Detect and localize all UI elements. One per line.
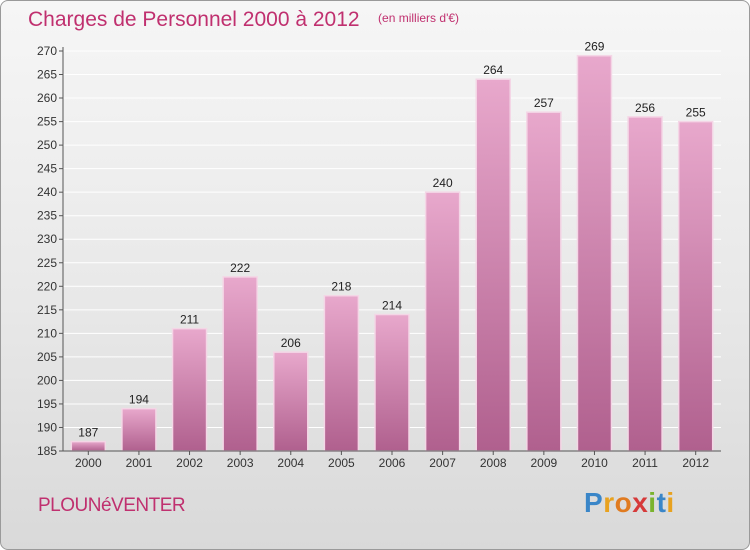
y-tick-label: 270: [37, 44, 57, 58]
bar-value-label: 222: [230, 261, 250, 275]
y-tick-label: 260: [37, 91, 57, 105]
logo-letter: t: [656, 487, 667, 518]
bar: [222, 276, 258, 452]
x-tick-label: 2009: [530, 456, 557, 470]
x-tick-label: 2008: [480, 456, 507, 470]
logo-letter: o: [614, 487, 633, 518]
y-tick-label: 225: [37, 256, 57, 270]
y-tick-label: 185: [37, 444, 57, 458]
bar-value-label: 264: [483, 63, 503, 77]
bar: [627, 116, 663, 452]
bar-value-label: 218: [331, 280, 351, 294]
bar-value-label: 240: [433, 176, 453, 190]
bar: [323, 294, 360, 452]
bar-value-label: 211: [180, 313, 199, 327]
bar: [374, 313, 410, 452]
x-tick-label: 2006: [379, 456, 406, 470]
x-tick-label: 2003: [227, 456, 254, 470]
bar: [70, 440, 107, 452]
y-tick-label: 190: [37, 420, 57, 434]
bars: [70, 54, 714, 452]
bar: [171, 327, 208, 452]
logo-letter: x: [632, 487, 649, 518]
proxiti-logo: Proxiti: [584, 487, 675, 519]
commune-name: PLOUNéVENTER: [38, 495, 186, 516]
bar-value-label: 255: [686, 106, 706, 120]
bar: [273, 351, 309, 452]
y-tick-label: 200: [37, 373, 57, 387]
bar-value-label: 256: [635, 101, 655, 115]
bar-value-label: 214: [382, 299, 402, 313]
bar: [526, 111, 562, 452]
x-tick-label: 2004: [277, 456, 304, 470]
bar: [677, 120, 714, 452]
labels: 185 190 195 200 205 210 215 220 225 230 235 240 245 2…: [37, 40, 709, 470]
y-tick-label: 195: [37, 397, 57, 411]
chart-subtitle: (en milliers d'€): [378, 11, 460, 25]
y-tick-label: 215: [37, 303, 57, 317]
x-tick-label: 2010: [581, 456, 608, 470]
chart-title: Charges de Personnel 2000 à 2012: [28, 8, 360, 31]
x-tick-label: 2002: [176, 456, 203, 470]
y-tick-label: 220: [37, 279, 57, 293]
bar-value-label: 257: [534, 96, 554, 110]
x-tick-label: 2007: [429, 456, 456, 470]
bar: [121, 407, 157, 452]
y-tick-label: 240: [37, 185, 57, 199]
x-tick-label: 2000: [75, 456, 102, 470]
logo-letter: i: [648, 487, 657, 518]
y-tick-label: 245: [37, 162, 57, 176]
y-tick-label: 210: [37, 326, 57, 340]
y-tick-label: 265: [37, 68, 57, 82]
bar: [475, 78, 511, 452]
x-tick-label: 2005: [328, 456, 355, 470]
x-tick-label: 2001: [126, 456, 153, 470]
axes: [59, 47, 721, 455]
bar-value-label: 187: [78, 426, 98, 440]
y-tick-label: 250: [37, 138, 57, 152]
x-tick-label: 2012: [682, 456, 709, 470]
bar: [576, 54, 613, 452]
bar-value-label: 194: [129, 393, 149, 407]
bar-value-label: 206: [281, 336, 301, 350]
bar: [424, 191, 461, 452]
x-tick-label: 2011: [632, 456, 658, 470]
logo-letter: P: [584, 487, 604, 518]
y-tick-label: 235: [37, 209, 57, 223]
y-tick-label: 255: [37, 115, 57, 129]
logo-letter: r: [603, 487, 615, 518]
title-row: Charges de Personnel 2000 à 2012 (en mil…: [28, 8, 459, 32]
logo-letter: i: [666, 487, 675, 518]
y-tick-label: 205: [37, 350, 57, 364]
y-tick-label: 230: [37, 232, 57, 246]
bar-value-label: 269: [584, 40, 604, 54]
